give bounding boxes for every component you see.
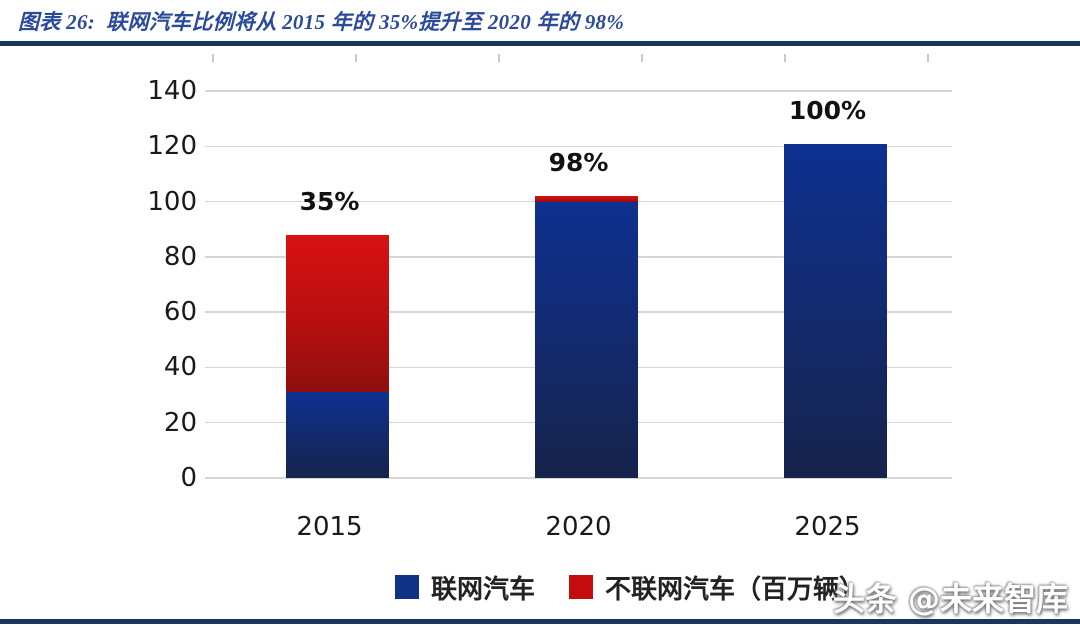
gridline — [205, 477, 952, 479]
chart-legend: 联网汽车 不联网汽车（百万辆） — [280, 568, 980, 606]
top-tick — [498, 54, 500, 62]
top-tick — [212, 54, 214, 62]
legend-swatch — [569, 575, 593, 599]
legend-item: 联网汽车 — [394, 569, 535, 606]
y-tick-label: 40 — [163, 352, 197, 383]
y-tick-label: 100 — [147, 186, 197, 217]
bar-segment — [286, 392, 389, 478]
bar-segment — [286, 234, 389, 393]
bar-value-label: 35% — [299, 186, 360, 216]
top-tick — [927, 54, 929, 62]
legend-item: 不联网汽车（百万辆） — [569, 569, 865, 606]
x-axis-labels: 2015 2020 2025 — [205, 512, 952, 546]
bar-value-label: 98% — [548, 148, 609, 178]
legend-label: 联网汽车 — [430, 574, 535, 605]
bar-value-label: 100% — [788, 95, 867, 125]
y-tick-label: 80 — [163, 241, 197, 272]
y-tick-label: 120 — [147, 131, 197, 162]
y-axis-labels: 0 20 40 60 80 100 120 140 — [0, 76, 197, 493]
x-tick-label: 2025 — [794, 512, 861, 542]
bottom-divider — [0, 619, 1080, 624]
bar-segment — [784, 143, 887, 478]
y-tick-label: 20 — [163, 407, 197, 438]
bar-segment — [535, 201, 638, 478]
bar-segment — [535, 196, 638, 202]
legend-label: 不联网汽车（百万辆） — [605, 574, 866, 605]
gridline — [205, 90, 952, 92]
x-tick-label: 2015 — [296, 512, 363, 542]
y-tick-label: 140 — [147, 76, 197, 106]
title-divider — [0, 41, 1080, 46]
watermark: 头条 @未来智库 — [832, 580, 1068, 618]
x-tick-label: 2020 — [545, 512, 612, 542]
top-tick — [784, 54, 786, 62]
y-tick-label: 0 — [180, 463, 197, 493]
top-tick — [641, 54, 643, 62]
legend-swatch — [394, 575, 419, 599]
gridline — [205, 145, 952, 148]
plot-area: 35% 98% 100% — [205, 90, 952, 479]
top-tick — [355, 54, 357, 62]
chart-title: 图表 26: 联网汽车比例将从 2015 年的 35%提升至 2020 年的 9… — [18, 10, 625, 34]
y-tick-label: 60 — [163, 297, 197, 328]
